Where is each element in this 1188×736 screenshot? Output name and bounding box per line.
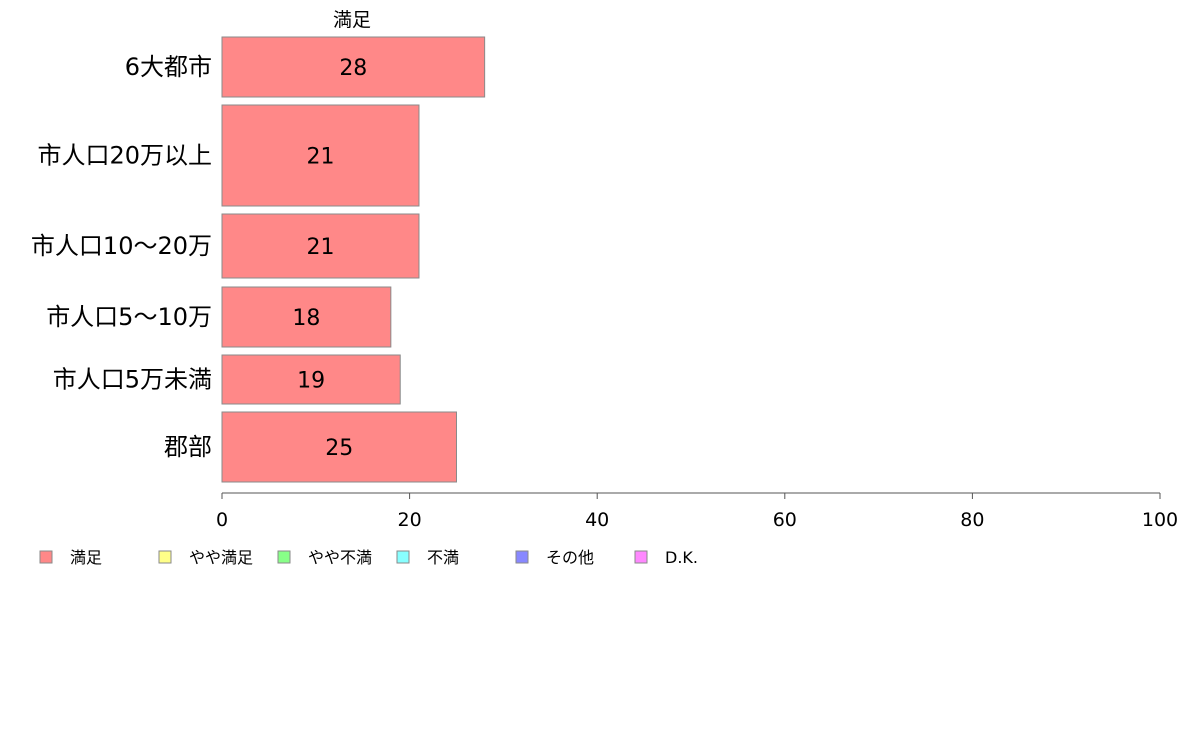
x-tick-label: 80 [960, 509, 984, 531]
x-axis: 0 20 40 60 80 100 [216, 492, 1178, 531]
x-tick-label: 60 [773, 509, 797, 531]
category-label: 市人口5～10万 [46, 303, 212, 331]
bar [221, 411, 457, 483]
bar [221, 354, 401, 405]
bar [221, 36, 486, 98]
bars-group: 6大都市 28 市人口20万以上 21 市人口10～20万 21 市人口5～10万 18 市人口… [31, 36, 486, 483]
x-tick-label: 100 [1142, 509, 1178, 531]
data-label: 19 [297, 369, 325, 394]
data-label: 18 [292, 306, 320, 331]
legend-label: やや不満 [308, 548, 372, 567]
category-label: 6大都市 [125, 53, 212, 81]
legend-label: D.K. [665, 548, 698, 567]
legend-label: やや満足 [189, 548, 253, 567]
legend-swatch [277, 550, 291, 564]
data-label: 21 [306, 235, 334, 260]
category-label: 市人口20万以上 [37, 142, 212, 170]
legend-swatch [634, 550, 648, 564]
category-label: 市人口5万未満 [53, 366, 212, 394]
data-label: 28 [339, 56, 367, 81]
series-top-label: 満足 [333, 9, 371, 31]
category-label: 郡部 [164, 433, 212, 461]
legend-label: 満足 [70, 548, 102, 567]
bar [221, 213, 420, 279]
legend: 満足 やや満足 やや不満 不満 その他 D.K. [39, 548, 698, 567]
legend-swatch [396, 550, 410, 564]
bar [221, 286, 392, 348]
legend-label: 不満 [427, 548, 459, 567]
data-label: 25 [325, 436, 353, 461]
data-label: 21 [306, 145, 334, 170]
x-tick-label: 40 [585, 509, 609, 531]
legend-swatch [158, 550, 172, 564]
legend-swatch [515, 550, 529, 564]
category-label: 市人口10～20万 [31, 232, 212, 260]
legend-swatch [39, 550, 53, 564]
legend-label: その他 [546, 548, 594, 567]
x-tick-label: 0 [216, 509, 228, 531]
bar [221, 104, 420, 207]
x-tick-label: 20 [398, 509, 422, 531]
